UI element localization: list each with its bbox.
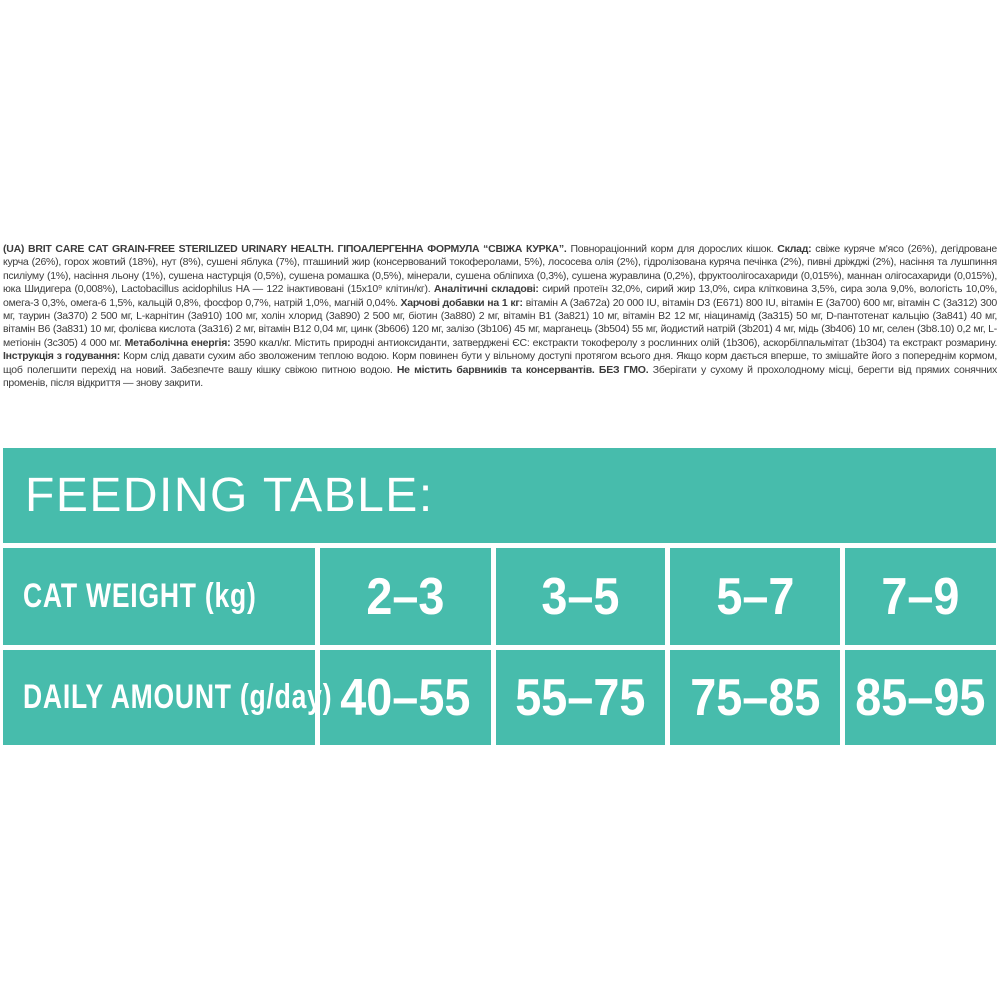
cat-weight-value-4: 7–9 bbox=[881, 567, 960, 626]
cat-weight-row-label: CAT WEIGHT (kg) bbox=[3, 548, 315, 645]
daily-amount-cell-1: 40–55 bbox=[320, 650, 491, 745]
cat-weight-cell-4: 7–9 bbox=[845, 548, 996, 645]
product-info-text: (UA) BRIT CARE CAT GRAIN-FREE STERILIZED… bbox=[3, 243, 998, 390]
cat-weight-cell-3: 5–7 bbox=[670, 548, 840, 645]
daily-amount-cell-2: 55–75 bbox=[496, 650, 665, 745]
feeding-table-title: FEEDING TABLE: bbox=[25, 469, 434, 522]
daily-amount-value-3: 75–85 bbox=[689, 668, 821, 727]
daily-amount-row-label: DAILY AMOUNT (g/day) bbox=[3, 650, 332, 745]
daily-amount-value-2: 55–75 bbox=[515, 668, 646, 727]
daily-amount-cell-3: 75–85 bbox=[670, 650, 840, 745]
feeding-table-section: FEEDING TABLE: CAT WEIGHT (kg) 2–3 3–5 5… bbox=[3, 448, 996, 745]
daily-amount-cell-4: 85–95 bbox=[845, 650, 996, 745]
cat-weight-cell-2: 3–5 bbox=[496, 548, 665, 645]
daily-amount-label-text: DAILY AMOUNT (g/day) bbox=[23, 678, 333, 716]
feeding-table-header: FEEDING TABLE: bbox=[3, 448, 996, 543]
feeding-table-grid: CAT WEIGHT (kg) 2–3 3–5 5–7 7–9 DAILY AM… bbox=[3, 548, 996, 745]
daily-amount-value-1: 40–55 bbox=[340, 668, 471, 727]
cat-weight-value-3: 5–7 bbox=[715, 567, 795, 626]
daily-amount-value-4: 85–95 bbox=[855, 668, 986, 727]
cat-weight-cell-1: 2–3 bbox=[320, 548, 491, 645]
cat-weight-label-text: CAT WEIGHT (kg) bbox=[23, 577, 257, 615]
cat-weight-value-2: 3–5 bbox=[541, 567, 620, 626]
cat-weight-value-1: 2–3 bbox=[366, 567, 445, 626]
